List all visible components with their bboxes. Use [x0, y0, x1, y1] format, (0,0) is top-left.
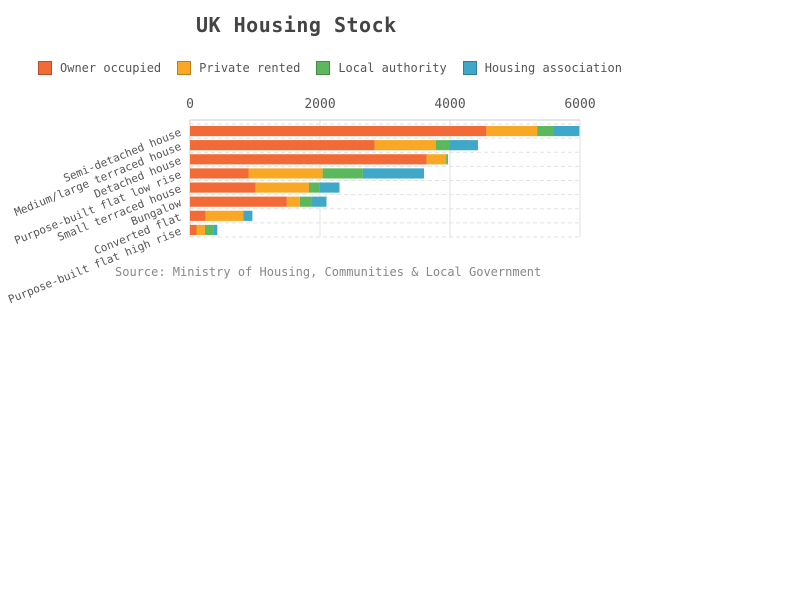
legend-item-housing-association[interactable]: Housing association [462, 61, 622, 75]
bar-segment [308, 182, 320, 193]
bar-segment [213, 224, 218, 236]
bar-segment [450, 140, 478, 151]
bar-segment [537, 125, 554, 137]
bar-segment [190, 196, 287, 207]
legend-swatch-owner-occupied [38, 61, 52, 75]
bar-segment [299, 196, 312, 207]
bar-segment [486, 125, 538, 137]
x-tick-label: 2000 [304, 97, 335, 112]
bar-segment [362, 168, 424, 179]
bar-segment [190, 182, 256, 193]
bar-segment [426, 154, 447, 165]
legend-label: Private rented [199, 61, 301, 75]
legend-item-private-rented[interactable]: Private rented [177, 61, 300, 75]
x-tick-label: 4000 [434, 97, 465, 112]
bar-segment [446, 154, 448, 165]
bar-segment [255, 182, 309, 193]
legend-label: Housing association [484, 61, 622, 75]
bar-segment [190, 125, 487, 137]
legend-item-local-authority[interactable]: Local authority [316, 61, 447, 75]
bar-segment [554, 125, 580, 137]
bar-segment [205, 210, 244, 221]
x-tick-label: 0 [186, 97, 194, 112]
legend-label: Owner occupied [60, 61, 162, 75]
bar-segment [196, 224, 205, 236]
bar-segment [243, 210, 253, 221]
legend-label: Local authority [338, 61, 447, 75]
chart-source: Source: Ministry of Housing, Communities… [115, 265, 542, 279]
bar-segment [374, 140, 436, 151]
bar-segment [435, 140, 450, 151]
bar-segment [190, 140, 375, 151]
bar-segment [322, 168, 363, 179]
bar-segment [204, 224, 214, 236]
legend-item-owner-occupied[interactable]: Owner occupied [38, 61, 161, 75]
legend-swatch-local-authority [316, 61, 331, 75]
chart-legend: Owner occupied Private rented Local auth… [38, 61, 638, 75]
bar-segment [190, 154, 427, 165]
bar-segment [248, 168, 323, 179]
legend-swatch-housing-association [462, 61, 477, 75]
x-tick-label: 6000 [564, 97, 595, 112]
bar-segment [311, 196, 327, 207]
bar-segment [447, 154, 449, 165]
chart-title: UK Housing Stock [196, 13, 397, 37]
bar-segment [190, 168, 249, 179]
bar-segment [286, 196, 300, 207]
bar-segment [190, 224, 197, 236]
bar-segment [319, 182, 340, 193]
bar-segment [190, 210, 206, 221]
legend-swatch-private-rented [177, 61, 192, 75]
